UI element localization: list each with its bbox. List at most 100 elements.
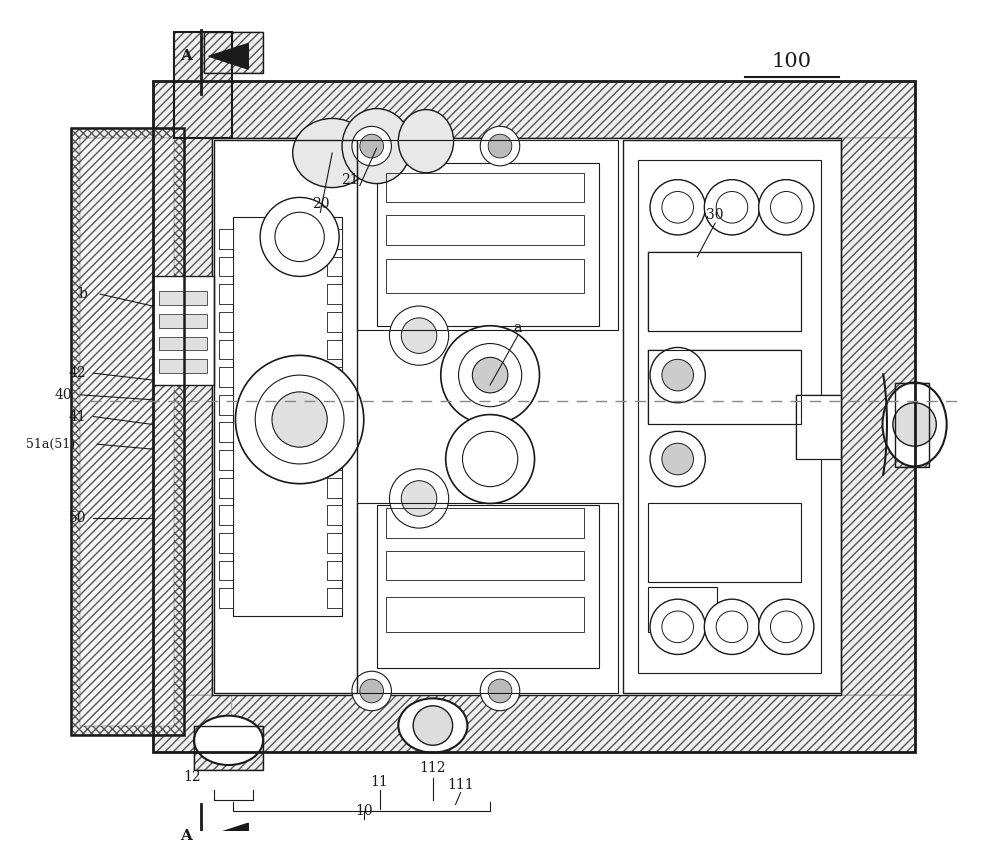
Circle shape bbox=[716, 191, 748, 223]
Bar bbox=[648, 252, 801, 331]
Circle shape bbox=[488, 134, 512, 158]
Bar bbox=[219, 285, 233, 304]
Bar bbox=[357, 140, 618, 330]
Bar bbox=[219, 477, 233, 498]
Circle shape bbox=[441, 326, 539, 424]
Bar bbox=[377, 163, 599, 326]
Circle shape bbox=[480, 126, 520, 166]
Circle shape bbox=[255, 375, 344, 464]
Bar bbox=[219, 561, 233, 580]
Bar bbox=[386, 258, 584, 293]
Bar bbox=[219, 533, 233, 553]
Bar bbox=[159, 337, 207, 350]
Ellipse shape bbox=[398, 698, 467, 753]
Circle shape bbox=[770, 191, 802, 223]
Circle shape bbox=[360, 134, 384, 158]
Bar bbox=[796, 395, 841, 459]
Bar bbox=[623, 140, 841, 693]
Circle shape bbox=[650, 600, 705, 654]
Bar bbox=[357, 140, 618, 330]
Circle shape bbox=[704, 179, 760, 235]
Circle shape bbox=[662, 443, 693, 475]
Bar bbox=[153, 81, 915, 138]
Bar bbox=[327, 339, 342, 360]
Bar bbox=[153, 81, 915, 752]
Circle shape bbox=[759, 179, 814, 235]
Bar bbox=[327, 423, 342, 442]
Bar bbox=[219, 229, 233, 248]
Circle shape bbox=[650, 348, 705, 402]
Circle shape bbox=[401, 481, 437, 516]
Bar bbox=[327, 561, 342, 580]
Bar bbox=[796, 395, 841, 459]
Text: 112: 112 bbox=[420, 761, 446, 775]
Ellipse shape bbox=[398, 109, 454, 173]
Circle shape bbox=[352, 671, 391, 711]
Bar bbox=[153, 276, 214, 385]
Bar bbox=[194, 726, 263, 770]
Circle shape bbox=[352, 126, 391, 166]
Bar bbox=[327, 505, 342, 525]
Circle shape bbox=[759, 600, 814, 654]
Bar bbox=[327, 285, 342, 304]
Circle shape bbox=[662, 611, 693, 642]
Circle shape bbox=[462, 431, 518, 487]
Text: 20: 20 bbox=[312, 197, 329, 211]
Ellipse shape bbox=[293, 119, 372, 188]
Text: 42: 42 bbox=[69, 366, 86, 380]
Circle shape bbox=[662, 191, 693, 223]
Bar bbox=[648, 252, 801, 331]
Text: 21: 21 bbox=[341, 173, 359, 187]
Bar bbox=[219, 589, 233, 608]
Bar bbox=[386, 216, 584, 245]
Bar bbox=[796, 395, 841, 459]
Bar bbox=[386, 258, 584, 293]
Bar bbox=[327, 367, 342, 387]
Bar bbox=[648, 350, 801, 424]
Text: A: A bbox=[180, 50, 192, 63]
Bar bbox=[71, 128, 184, 735]
Text: a: a bbox=[514, 321, 522, 335]
Polygon shape bbox=[209, 44, 248, 69]
Ellipse shape bbox=[342, 109, 411, 184]
Circle shape bbox=[235, 355, 364, 483]
Text: 50: 50 bbox=[69, 511, 86, 525]
Text: 40: 40 bbox=[55, 388, 73, 402]
Bar bbox=[219, 505, 233, 525]
Bar bbox=[327, 312, 342, 332]
Bar bbox=[174, 32, 232, 138]
Bar bbox=[386, 509, 584, 538]
Circle shape bbox=[272, 392, 327, 447]
Bar bbox=[212, 138, 841, 695]
Bar bbox=[386, 173, 584, 202]
Bar bbox=[219, 395, 233, 414]
Circle shape bbox=[389, 306, 449, 365]
Circle shape bbox=[275, 212, 324, 262]
Bar bbox=[327, 395, 342, 414]
Bar bbox=[386, 597, 584, 632]
Text: b: b bbox=[79, 287, 88, 301]
Bar bbox=[219, 367, 233, 387]
Bar bbox=[219, 257, 233, 276]
Circle shape bbox=[893, 402, 936, 446]
Text: 100: 100 bbox=[771, 51, 811, 71]
Bar bbox=[219, 312, 233, 332]
Bar bbox=[377, 505, 599, 669]
Bar bbox=[159, 314, 207, 328]
Bar bbox=[219, 423, 233, 442]
Bar bbox=[386, 551, 584, 580]
Bar bbox=[386, 216, 584, 245]
Circle shape bbox=[716, 611, 748, 642]
Text: 51a(51): 51a(51) bbox=[26, 438, 75, 450]
Circle shape bbox=[650, 179, 705, 235]
Bar bbox=[648, 504, 801, 583]
Bar bbox=[623, 140, 841, 693]
Bar bbox=[648, 588, 717, 632]
Bar bbox=[204, 32, 263, 73]
Ellipse shape bbox=[883, 382, 947, 466]
Text: 12: 12 bbox=[183, 770, 201, 784]
Bar bbox=[327, 450, 342, 470]
Bar bbox=[159, 291, 207, 305]
Bar bbox=[204, 32, 263, 73]
Circle shape bbox=[459, 344, 522, 407]
